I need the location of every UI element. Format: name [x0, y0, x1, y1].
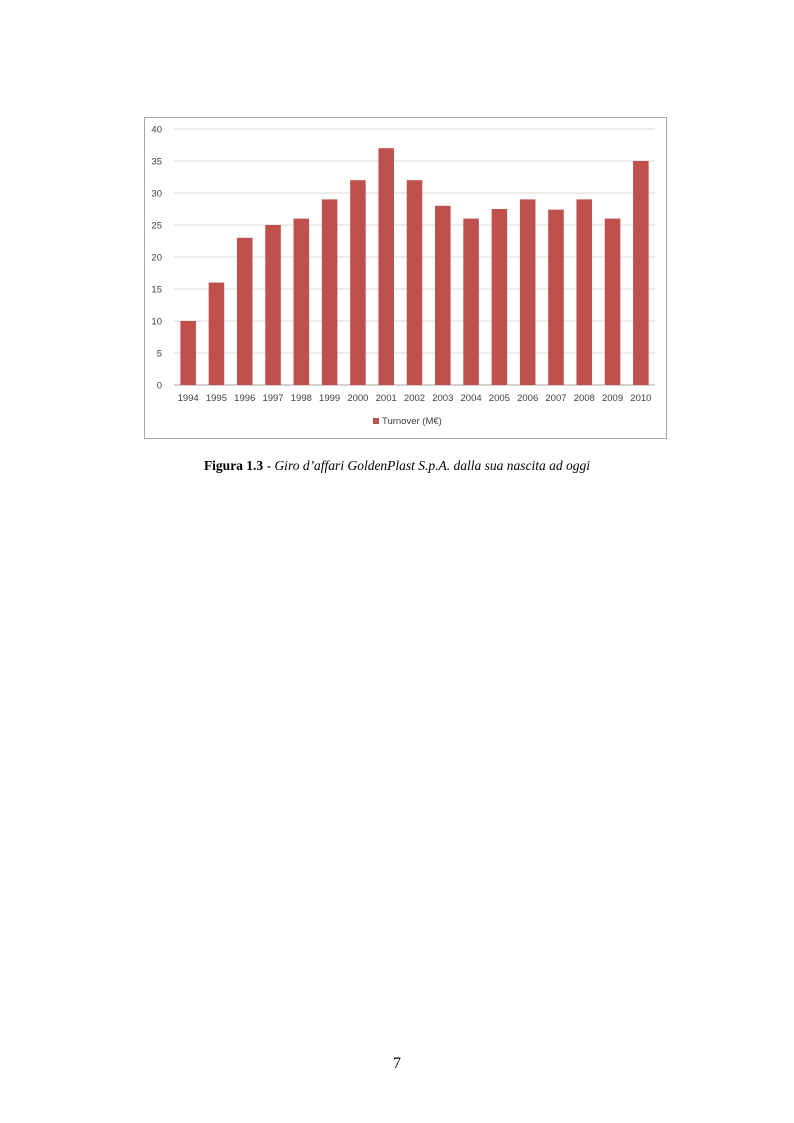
x-tick-label: 1994 [178, 393, 199, 404]
bar-1994 [180, 321, 196, 385]
legend-swatch [373, 418, 379, 424]
page-number: 7 [393, 1055, 401, 1072]
bar-1997 [265, 225, 281, 385]
bars [180, 148, 649, 385]
x-tick-label: 1999 [319, 393, 340, 404]
x-tick-label: 2004 [461, 393, 482, 404]
bar-2009 [604, 218, 621, 385]
bar-2003 [435, 205, 451, 385]
x-tick-label: 2008 [574, 393, 595, 404]
x-axis-ticks: 1994 1995 1996 1997 1998 1999 2000 2001 2002 2003… [178, 393, 652, 404]
x-tick-label: 1997 [262, 393, 283, 404]
bar-2008 [576, 199, 593, 385]
y-axis-ticks: 0 5 10 15 20 25 30 35 40 [151, 125, 162, 392]
x-tick-label: 2005 [489, 393, 510, 404]
x-tick-label: 2010 [630, 393, 651, 404]
x-tick-label: 2001 [376, 393, 397, 404]
x-tick-label: 1995 [206, 393, 227, 404]
y-tick-label: 35 [151, 157, 162, 168]
bar-1998 [293, 218, 310, 385]
y-tick-label: 5 [157, 349, 162, 360]
bar-2007 [548, 209, 564, 385]
bar-2002 [406, 180, 423, 385]
y-tick-label: 20 [151, 253, 162, 264]
y-tick-label: 40 [151, 125, 162, 136]
y-tick-label: 0 [157, 381, 162, 392]
x-tick-label: 2006 [517, 393, 538, 404]
x-tick-label: 2009 [602, 393, 623, 404]
bar-2006 [519, 199, 536, 385]
chart-frame: 0 5 10 15 20 25 30 35 40 1994 1995 1996 1997 1998 199… [144, 117, 667, 439]
x-tick-label: 2000 [347, 393, 368, 404]
bar-2005 [491, 209, 508, 385]
bar-1996 [236, 237, 253, 385]
bar-2000 [350, 180, 366, 385]
y-tick-label: 10 [151, 317, 162, 328]
bar-2001 [378, 148, 394, 385]
y-tick-label: 15 [151, 285, 162, 296]
x-tick-label: 2007 [545, 393, 566, 404]
caption-separator: - [263, 458, 275, 473]
y-tick-label: 30 [151, 189, 162, 200]
bar-2010 [633, 161, 649, 385]
figure-caption: Figura 1.3 - Giro d’affari GoldenPlast S… [0, 458, 794, 474]
caption-text: Giro d’affari GoldenPlast S.p.A. dalla s… [274, 458, 591, 473]
legend-label: Turnover (M€) [382, 416, 442, 427]
x-tick-label: 1998 [291, 393, 312, 404]
bar-1999 [321, 199, 338, 385]
x-tick-label: 2002 [404, 393, 425, 404]
caption-label: Figura 1.3 [203, 458, 264, 473]
legend: Turnover (M€) [373, 416, 442, 427]
x-tick-label: 2003 [432, 393, 453, 404]
y-tick-label: 25 [151, 221, 162, 232]
bar-2004 [463, 218, 479, 385]
bar-1995 [208, 282, 225, 385]
x-tick-label: 1996 [234, 393, 255, 404]
